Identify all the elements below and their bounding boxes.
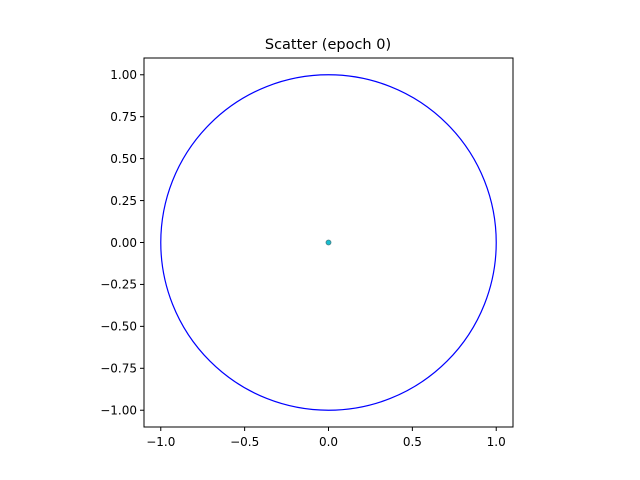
x-tick-label-2: 0.0 bbox=[319, 435, 338, 449]
y-tick-label-7: −0.75 bbox=[100, 362, 137, 376]
y-axis-ticks: 1.00 0.75 0.50 0.25 0.00 −0.25 −0.50 −0.75 −1.00 bbox=[100, 68, 144, 418]
x-tick-label-1: −0.5 bbox=[230, 435, 259, 449]
plot-area bbox=[160, 74, 497, 411]
y-tick-label-3: 0.25 bbox=[110, 194, 137, 208]
y-tick-label-1: 0.75 bbox=[110, 110, 137, 124]
x-axis-ticks: −1.0 −0.5 0.0 0.5 1.0 bbox=[146, 427, 506, 449]
scatter-point-0 bbox=[325, 239, 332, 246]
x-tick-label-4: 1.0 bbox=[487, 435, 506, 449]
x-tick-label-3: 0.5 bbox=[403, 435, 422, 449]
x-tick-label-0: −1.0 bbox=[146, 435, 175, 449]
y-tick-label-8: −1.00 bbox=[100, 404, 137, 418]
y-tick-label-4: 0.00 bbox=[110, 236, 137, 250]
chart-title: Scatter (epoch 0) bbox=[265, 37, 391, 53]
axes-frame bbox=[143, 57, 514, 428]
y-tick-label-5: −0.25 bbox=[100, 278, 137, 292]
unit-circle-curve bbox=[160, 74, 497, 411]
y-tick-label-0: 1.00 bbox=[110, 68, 137, 82]
y-tick-label-2: 0.50 bbox=[110, 152, 137, 166]
y-tick-label-6: −0.50 bbox=[100, 320, 137, 334]
